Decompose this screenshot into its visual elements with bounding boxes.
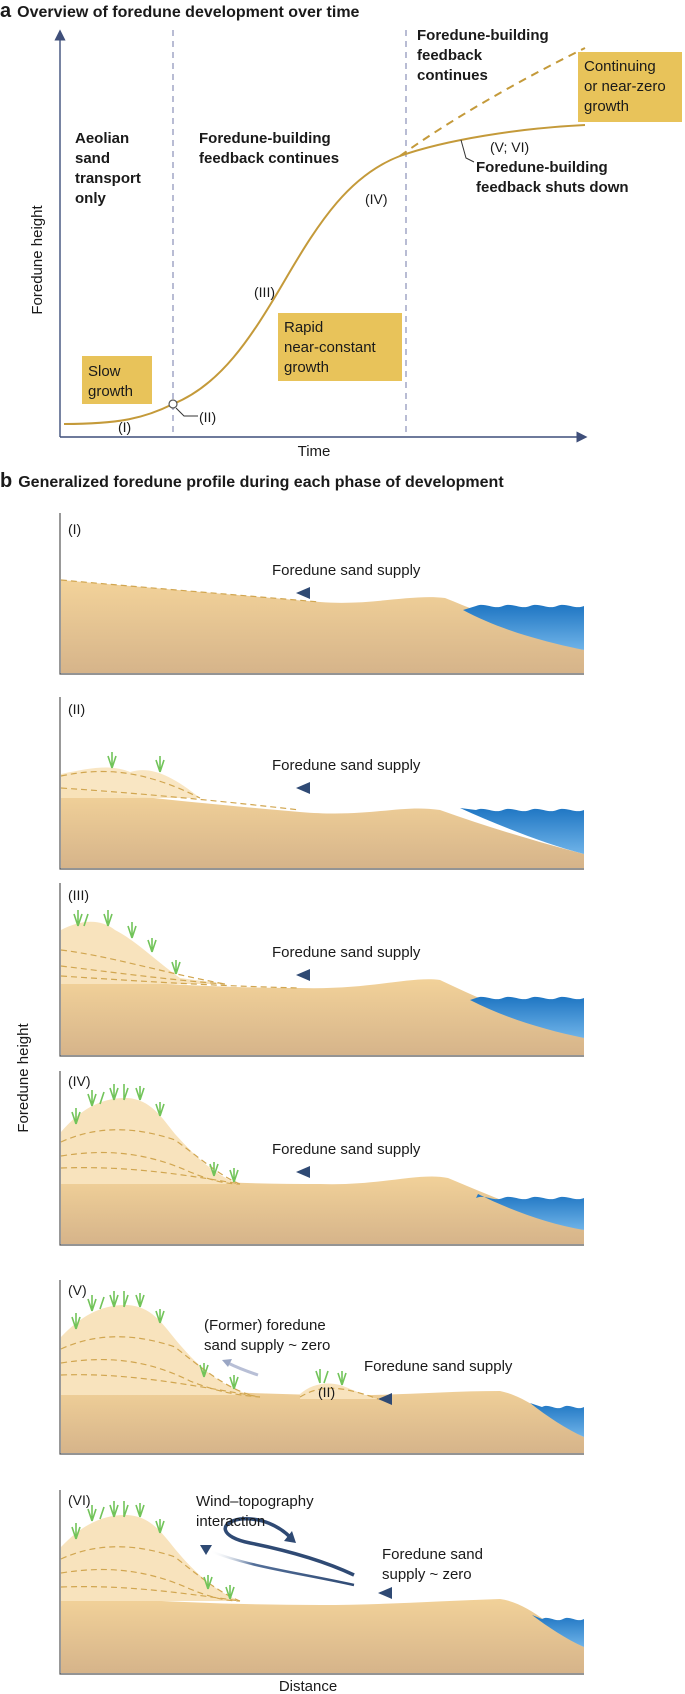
profile-i: (I) Foredune sand supply xyxy=(59,513,584,675)
slow-growth-text: Slow growth xyxy=(88,363,133,400)
profile-v-former-label: (Former) foredune sand supply ~ zero xyxy=(204,1317,330,1354)
profile-iv-sand xyxy=(61,1172,584,1244)
panel-a-title-text: Overview of foredune development over ti… xyxy=(17,4,360,21)
profile-iv-supply-label: Foredune sand supply xyxy=(272,1141,421,1158)
profile-ii-label: (II) xyxy=(68,701,85,717)
profile-iv-supply-arrowhead xyxy=(296,1166,310,1178)
profile-iv-dune xyxy=(61,1098,240,1184)
profile-iii: (III) Foredune sand supply xyxy=(59,883,584,1057)
panel-b-letter: b xyxy=(0,470,13,492)
profile-iv-grass xyxy=(71,1084,239,1183)
profile-ii-dashed-2 xyxy=(60,787,301,811)
rapid-growth-box xyxy=(278,313,402,381)
phase-ii-leader xyxy=(175,407,198,417)
profile-iii-frame xyxy=(59,883,584,1057)
profile-v: (V) (Former) foredune sand supply ~ zero… xyxy=(59,1280,584,1455)
profile-iv-frame xyxy=(59,1071,584,1246)
profile-vi-grass xyxy=(71,1501,235,1600)
panel-b-title-text: Generalized foredune profile during each… xyxy=(18,474,504,491)
profile-ii-supply-arrowhead xyxy=(296,782,310,794)
panel-b-x-label: Distance xyxy=(279,1678,337,1694)
panel-a-x-label: Time xyxy=(298,443,331,460)
profile-iii-sand xyxy=(61,976,584,1055)
profile-v-incipient-dune xyxy=(300,1383,378,1399)
panel-a-title: a Overview of foredune development over t… xyxy=(0,0,359,23)
profile-i-label: (I) xyxy=(68,521,81,537)
profile-iii-grass xyxy=(73,910,181,975)
growth-curve xyxy=(63,124,586,425)
marker-ii-label: (II) xyxy=(199,409,216,425)
panel-b-y-label: Foredune height xyxy=(15,1023,32,1133)
profile-v-dashed-layers xyxy=(60,1336,379,1400)
profile-iii-label: (III) xyxy=(68,887,89,903)
profile-ii: (II) Foredune sand supply xyxy=(59,697,584,870)
profile-vi-dashed-layers xyxy=(60,1546,241,1602)
profile-vi-dune xyxy=(61,1515,240,1601)
profile-i-sand xyxy=(61,580,584,673)
profile-vi-frame xyxy=(59,1490,584,1675)
profile-ii-grass xyxy=(107,752,165,773)
profile-v-frame xyxy=(59,1280,584,1455)
panel-a-letter: a xyxy=(0,0,12,22)
phase-ii-marker xyxy=(168,399,178,409)
profile-iv-dashed-layers xyxy=(60,1129,241,1185)
phase2-label: Foredune-building feedback continues xyxy=(199,130,339,167)
profile-vi-water xyxy=(532,1615,584,1647)
marker-v-vi-label: (V; VI) xyxy=(490,139,529,155)
profile-i-water xyxy=(463,604,584,650)
profile-iv-label: (IV) xyxy=(68,1073,91,1089)
panel-a: Foredune height Time Aeolian sand transp… xyxy=(29,27,682,460)
profile-ii-supply-label: Foredune sand supply xyxy=(272,757,421,774)
profile-v-label: (V) xyxy=(68,1282,87,1298)
profile-v-water xyxy=(530,1403,584,1437)
profile-vi: (VI) Wind–topography interaction Foredun… xyxy=(59,1490,584,1675)
profile-ii-water xyxy=(460,808,584,854)
profile-vi-wind-arrowhead-1 xyxy=(284,1531,296,1543)
profile-vi-wind-label: Wind–topography interaction xyxy=(196,1493,318,1530)
profile-i-frame xyxy=(59,513,584,675)
profile-iii-dune xyxy=(61,921,225,984)
profile-iv: (IV) Foredune sand supply xyxy=(59,1071,584,1246)
profile-ii-dashed-1 xyxy=(60,770,201,799)
profile-v-supply-label: Foredune sand supply xyxy=(364,1358,513,1375)
continuing-growth-text: Continuing or near-zero growth xyxy=(584,58,670,115)
shutdown-leader xyxy=(460,139,475,163)
profile-iii-supply-arrowhead xyxy=(296,969,310,981)
shutdown-label: Foredune-building feedback shuts down xyxy=(476,159,629,196)
panel-a-y-label: Foredune height xyxy=(29,205,46,315)
phase1-label: Aeolian sand transport only xyxy=(75,130,145,207)
profile-iv-water xyxy=(476,1194,584,1230)
profile-vi-label: (VI) xyxy=(68,1492,91,1508)
profile-ii-frame xyxy=(59,697,584,870)
profile-v-grass xyxy=(71,1291,347,1390)
slow-growth-box xyxy=(82,356,152,404)
panel-b-title: b Generalized foredune profile during eac… xyxy=(0,470,504,493)
profile-vi-wind-arrow xyxy=(223,1517,355,1577)
profile-iii-dashed-layers xyxy=(60,949,301,989)
profile-iii-water xyxy=(470,996,584,1038)
profile-i-supply-label: Foredune sand supply xyxy=(272,562,421,579)
marker-iv-label: (IV) xyxy=(365,191,388,207)
rapid-growth-text: Rapid near-constant growth xyxy=(284,319,380,376)
profile-vi-backflow-arrow xyxy=(209,1549,355,1587)
marker-i-label: (I) xyxy=(118,419,131,435)
continuing-growth-box xyxy=(578,52,682,122)
profile-iii-supply-label: Foredune sand supply xyxy=(272,944,421,961)
profile-v-incipient-label: (II) xyxy=(318,1384,335,1400)
profile-vi-supply-label: Foredune sand supply ~ zero xyxy=(382,1546,487,1583)
marker-iii-label: (III) xyxy=(254,284,275,300)
profile-v-former-supply-arrowhead xyxy=(222,1359,232,1367)
phase3-top-label: Foredune-building feedback continues xyxy=(417,27,553,84)
profile-v-former-supply-arrow xyxy=(227,1361,259,1377)
profile-vi-wind-arrowhead-2 xyxy=(200,1545,212,1555)
continuing-growth-curve xyxy=(399,47,586,157)
profile-ii-sand xyxy=(61,788,584,868)
profile-vi-supply-arrowhead xyxy=(378,1587,392,1599)
profile-i-dashed-layer xyxy=(60,579,321,603)
profile-i-supply-arrowhead xyxy=(296,587,310,599)
profile-vi-sand xyxy=(61,1595,584,1673)
profile-v-supply-arrowhead xyxy=(378,1393,392,1405)
